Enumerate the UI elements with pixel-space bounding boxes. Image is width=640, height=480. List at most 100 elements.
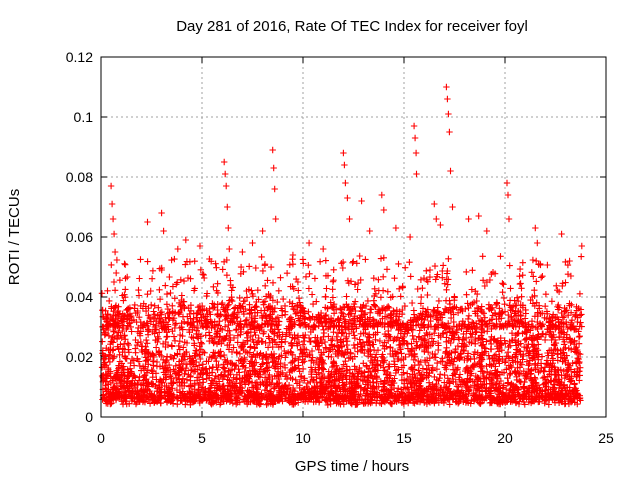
data-point xyxy=(313,338,320,346)
data-point xyxy=(338,351,345,358)
data-point xyxy=(213,330,220,338)
data-point xyxy=(412,149,420,157)
data-point xyxy=(446,401,453,408)
data-point xyxy=(163,353,171,360)
data-point xyxy=(501,337,508,344)
data-point xyxy=(241,368,248,376)
data-point xyxy=(240,298,247,305)
data-point xyxy=(387,333,394,341)
data-point xyxy=(446,360,454,367)
data-point xyxy=(406,259,413,266)
data-point xyxy=(446,324,453,331)
data-point xyxy=(431,200,438,208)
data-point xyxy=(384,288,391,295)
data-point xyxy=(578,253,585,260)
data-point xyxy=(320,245,327,253)
data-point xyxy=(548,394,555,401)
data-point xyxy=(352,383,359,391)
data-point xyxy=(480,327,488,335)
data-point xyxy=(574,318,581,326)
data-point xyxy=(158,209,165,217)
data-point xyxy=(128,328,135,335)
data-point xyxy=(576,333,583,340)
data-point xyxy=(111,248,119,256)
data-point xyxy=(122,286,129,293)
data-point xyxy=(411,353,419,360)
data-point xyxy=(150,352,157,359)
data-point xyxy=(496,305,503,312)
data-point xyxy=(423,267,430,274)
data-point xyxy=(135,286,142,294)
data-point xyxy=(314,361,322,368)
data-point xyxy=(329,286,336,293)
data-point xyxy=(223,272,231,279)
data-point xyxy=(197,339,205,346)
data-point xyxy=(191,352,198,359)
data-point xyxy=(242,381,249,388)
data-point xyxy=(313,371,320,378)
data-point xyxy=(144,218,151,226)
data-point xyxy=(410,399,417,406)
data-point xyxy=(532,364,539,372)
data-point xyxy=(552,339,560,347)
data-point xyxy=(380,206,387,214)
data-point xyxy=(210,304,217,312)
data-point xyxy=(495,348,503,355)
data-point xyxy=(488,325,495,333)
data-point xyxy=(342,358,349,365)
data-point xyxy=(496,380,503,388)
data-point xyxy=(249,239,256,247)
data-point xyxy=(200,379,207,386)
data-point xyxy=(440,330,447,337)
data-point xyxy=(339,310,347,317)
data-point xyxy=(371,302,378,309)
data-point xyxy=(363,362,370,369)
data-point xyxy=(354,348,361,355)
data-point xyxy=(454,326,461,334)
data-point xyxy=(163,290,171,298)
data-point xyxy=(180,277,188,285)
data-point xyxy=(380,273,387,280)
data-point xyxy=(297,346,304,354)
data-point xyxy=(479,253,486,260)
data-point xyxy=(295,338,303,346)
data-point xyxy=(386,386,394,393)
data-point xyxy=(348,399,355,406)
data-point xyxy=(498,369,506,376)
data-point xyxy=(244,337,251,345)
data-point xyxy=(269,343,276,351)
data-point xyxy=(228,366,236,373)
data-point xyxy=(361,369,368,376)
data-point xyxy=(442,297,450,304)
data-point xyxy=(500,281,507,288)
data-point xyxy=(493,356,500,364)
data-point xyxy=(497,400,504,408)
data-point xyxy=(518,285,525,292)
data-point xyxy=(119,364,126,372)
data-point xyxy=(410,122,418,130)
data-point xyxy=(148,275,156,282)
data-point xyxy=(274,298,281,306)
data-point xyxy=(239,363,246,370)
data-point xyxy=(534,309,541,316)
data-point xyxy=(516,273,523,280)
data-point xyxy=(360,399,367,407)
data-point xyxy=(380,254,387,261)
data-point xyxy=(409,332,416,339)
data-point xyxy=(195,387,202,394)
data-point xyxy=(246,263,253,270)
data-point xyxy=(304,351,311,358)
data-point xyxy=(131,301,138,309)
data-point xyxy=(183,258,191,265)
data-point xyxy=(307,364,315,371)
data-point xyxy=(299,365,307,373)
data-point xyxy=(225,367,232,374)
data-point xyxy=(373,374,381,381)
data-point xyxy=(153,344,160,351)
data-point xyxy=(431,262,439,270)
data-point xyxy=(444,281,451,288)
data-point xyxy=(530,273,537,280)
x-tick-label: 25 xyxy=(598,430,614,446)
data-point xyxy=(216,401,224,408)
data-point xyxy=(156,286,163,293)
